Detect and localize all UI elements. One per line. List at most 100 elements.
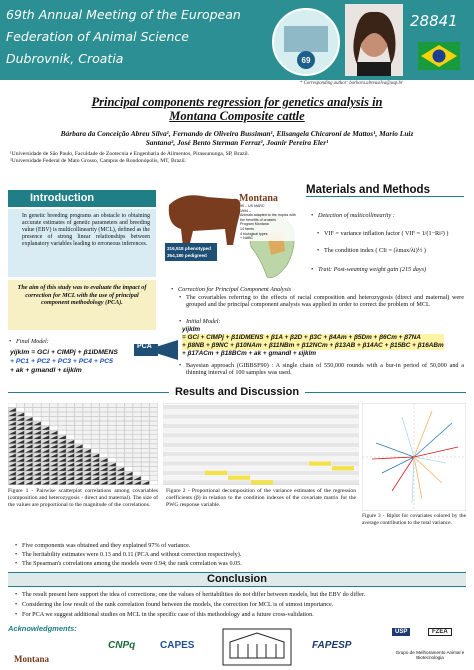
decor-shape: [66, 448, 75, 453]
decor-shape: [99, 453, 108, 458]
decor-shape: [50, 462, 58, 467]
decor-shape: [32, 462, 42, 467]
decor-shape: [107, 412, 117, 417]
equation-line: + β17ACm + β18BCm + ak + gmandl + εijklm: [182, 350, 317, 357]
decor-shape: [66, 467, 75, 471]
decor-shape: [141, 421, 150, 426]
decor-shape: [132, 416, 142, 422]
decor-shape: [133, 480, 141, 485]
decor-shape: [132, 412, 142, 417]
decor-shape: [82, 453, 92, 458]
decor-shape: [149, 466, 158, 472]
decor-shape: [75, 449, 83, 453]
decor-shape: [91, 412, 100, 417]
method-item: The covariables referring to the effects…: [178, 294, 464, 309]
decor-shape: [25, 471, 33, 476]
decor-shape: [116, 430, 125, 435]
decor-shape: [41, 444, 50, 449]
decor-shape: [116, 471, 125, 476]
decor-shape: [50, 480, 58, 485]
decor-shape: [57, 434, 67, 440]
decor-shape: [24, 430, 33, 435]
decor-shape: [91, 403, 100, 408]
decor-shape: [8, 471, 16, 476]
decor-line: [401, 416, 415, 458]
decor-shape: [116, 480, 125, 485]
decor-shape: [41, 403, 50, 408]
decor-shape: [99, 434, 108, 440]
eaap-logo: 69: [272, 8, 340, 76]
decor-shape: [124, 453, 133, 458]
map-legend: 99 – US MARC 1994 – Animals adapted to the…: [240, 204, 296, 241]
decor-shape: [107, 475, 117, 481]
decor-line: [371, 456, 415, 460]
decor-shape: [33, 439, 41, 444]
decor-shape: [132, 421, 142, 426]
decor-shape: [32, 480, 42, 485]
decor-shape: [66, 462, 75, 467]
decor-shape: [74, 421, 83, 426]
decor-shape: [107, 453, 117, 458]
decor-shape: [74, 403, 83, 408]
decor-shape: [33, 453, 41, 458]
decor-shape: [41, 443, 50, 449]
decor-shape: [8, 444, 16, 449]
decor-shape: [49, 439, 58, 444]
decor-line: [375, 442, 415, 458]
decor-shape: [116, 475, 125, 481]
abstract-id: 28841: [410, 12, 458, 30]
decor-shape: [50, 430, 58, 435]
decor-shape: [163, 405, 359, 410]
decor-shape: [49, 412, 58, 417]
decor-shape: [132, 466, 142, 472]
decor-shape: [82, 412, 92, 417]
decor-shape: [99, 430, 108, 435]
variance-table: [163, 403, 359, 485]
decor-shape: [57, 403, 67, 408]
decor-shape: [50, 444, 58, 449]
decor-shape: [24, 475, 33, 481]
decor-shape: [25, 421, 33, 426]
heading-text: Results and Discussion: [168, 386, 306, 398]
decor-shape: [163, 414, 359, 419]
decor-shape: [41, 430, 50, 435]
decor-shape: [141, 430, 150, 435]
decor-shape: [82, 448, 92, 453]
decor-shape: [8, 412, 17, 417]
decor-line: [413, 410, 433, 458]
decor-shape: [66, 439, 75, 444]
decor-shape: [66, 453, 75, 458]
decor-shape: [57, 425, 67, 431]
affiliations: ¹Universidade de São Paulo, Faculdade de…: [10, 151, 249, 165]
method-item: Initial Model:: [178, 318, 278, 326]
decor-shape: [32, 403, 42, 408]
decor-shape: [57, 439, 67, 444]
decor-shape: [32, 425, 42, 431]
decor-shape: [91, 416, 100, 422]
result-bullet: Five components was obtained and they ex…: [14, 542, 454, 550]
decor-shape: [82, 403, 92, 408]
decor-shape: [41, 421, 50, 426]
decor-shape: [16, 471, 25, 476]
decor-line: [381, 456, 415, 474]
decor-shape: [91, 421, 100, 426]
decor-shape: [124, 430, 133, 435]
decor-shape: [107, 434, 117, 440]
decor-shape: [16, 449, 25, 453]
decor-shape: [49, 480, 58, 485]
decor-shape: [25, 439, 33, 444]
decor-shape: [100, 467, 108, 471]
decor-shape: [91, 466, 100, 472]
method-item: Detection of multicollinearity :: [310, 212, 465, 220]
decor-shape: [91, 407, 100, 412]
decor-shape: [124, 475, 133, 481]
decor-shape: [16, 462, 25, 467]
decor-shape: [82, 466, 92, 472]
decor-shape: [16, 407, 25, 412]
decor-shape: [33, 430, 41, 435]
decor-shape: [16, 457, 25, 463]
decor-shape: [16, 467, 25, 471]
conclusion-bullet: For PCA we suggest additional studies on…: [14, 611, 464, 619]
decor-shape: [41, 439, 50, 444]
